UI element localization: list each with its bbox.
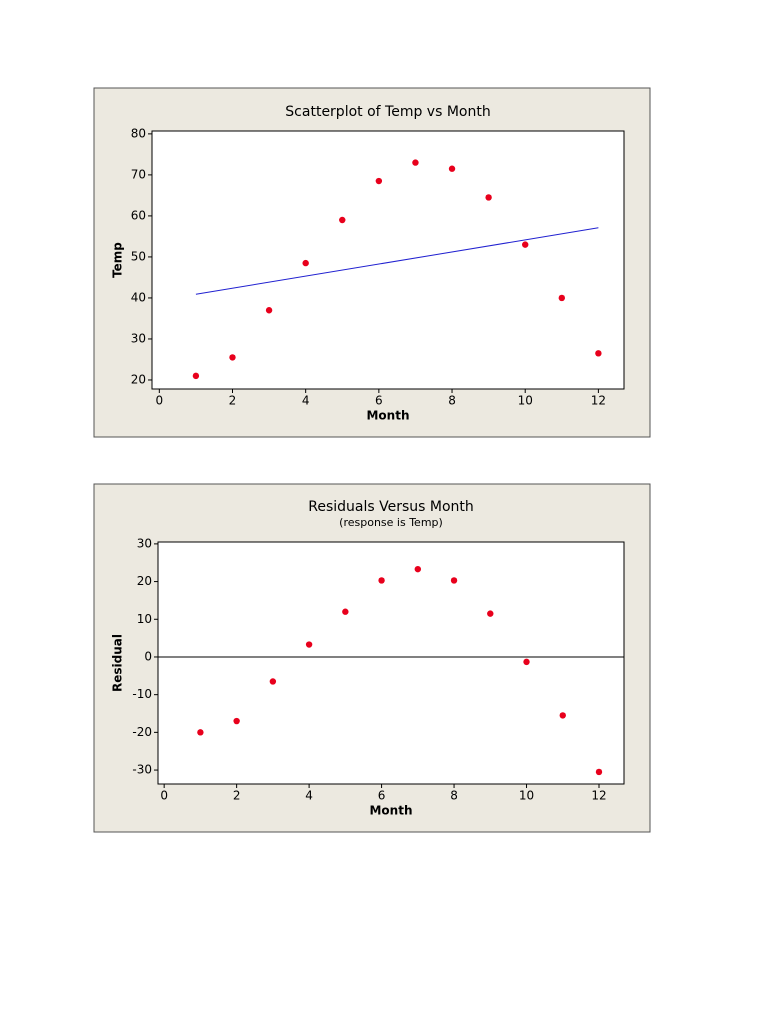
point xyxy=(305,641,313,648)
point xyxy=(339,216,346,224)
point xyxy=(450,577,458,584)
point xyxy=(595,768,603,776)
y-tick-label: 40 xyxy=(131,290,146,304)
point xyxy=(229,354,236,361)
point xyxy=(558,294,565,302)
point xyxy=(414,565,422,573)
x-tick-label: 4 xyxy=(305,789,313,803)
y-axis-label: Residual xyxy=(111,634,125,692)
y-tick-label: 60 xyxy=(131,208,146,222)
y-tick-label: 0 xyxy=(144,649,152,663)
point xyxy=(522,241,529,248)
point xyxy=(192,372,200,380)
y-tick-label: 80 xyxy=(131,126,146,140)
x-tick-label: 8 xyxy=(450,789,458,803)
x-tick-label: 12 xyxy=(591,394,606,408)
fit-line xyxy=(195,227,599,295)
x-tick-label: 0 xyxy=(155,394,163,408)
x-axis-label: Month xyxy=(366,409,409,423)
y-tick-label: -20 xyxy=(132,725,152,739)
point xyxy=(302,259,309,267)
point xyxy=(595,350,602,357)
x-tick-label: 12 xyxy=(591,789,606,803)
point xyxy=(197,729,204,736)
x-tick-label: 8 xyxy=(448,394,456,408)
point xyxy=(485,194,492,201)
point xyxy=(342,608,349,615)
y-axis-label: Temp xyxy=(111,242,125,278)
y-tick-label: 10 xyxy=(137,612,152,626)
plot-area xyxy=(151,130,625,390)
y-tick-label: 30 xyxy=(131,331,146,345)
point xyxy=(559,712,566,719)
point xyxy=(233,717,240,725)
x-tick-label: 0 xyxy=(160,789,168,803)
point xyxy=(448,165,456,172)
x-tick-label: 6 xyxy=(378,789,386,803)
y-tick-label: -30 xyxy=(132,763,152,777)
chart-title: Scatterplot of Temp vs Month xyxy=(285,104,490,120)
point xyxy=(378,577,385,584)
chart-title: Residuals Versus Month xyxy=(308,499,474,515)
y-tick-label: 70 xyxy=(131,167,146,181)
x-tick-label: 10 xyxy=(518,394,533,408)
x-tick-label: 6 xyxy=(375,394,383,408)
y-tick-label: 50 xyxy=(131,249,146,263)
point xyxy=(269,678,277,685)
point xyxy=(487,610,494,617)
y-tick-label: -10 xyxy=(132,687,152,701)
chart-subtitle: (response is Temp) xyxy=(339,516,443,529)
plot-area xyxy=(157,541,625,785)
point xyxy=(375,177,383,185)
x-tick-label: 10 xyxy=(519,789,534,803)
x-tick-label: 4 xyxy=(302,394,310,408)
x-tick-label: 2 xyxy=(233,789,241,803)
point xyxy=(523,658,530,666)
y-tick-label: 20 xyxy=(131,372,146,386)
y-tick-label: 30 xyxy=(137,536,152,550)
x-tick-label: 2 xyxy=(229,394,237,408)
point xyxy=(412,159,419,166)
point xyxy=(265,307,273,314)
x-axis-label: Month xyxy=(369,804,412,818)
y-tick-label: 20 xyxy=(137,574,152,588)
